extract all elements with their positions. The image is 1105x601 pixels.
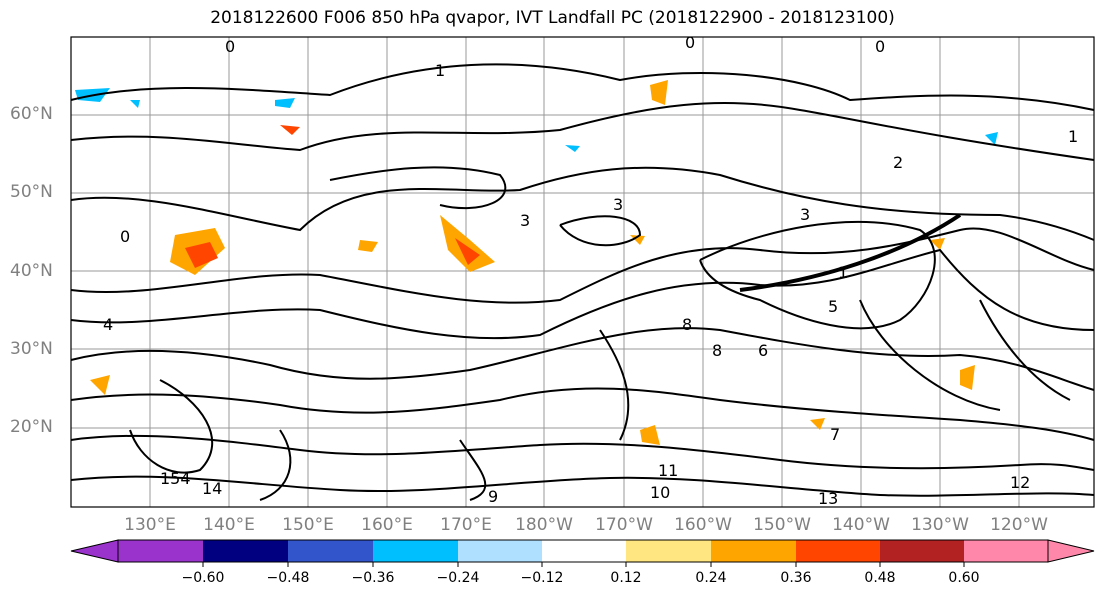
lon-label: 170°W (595, 515, 653, 535)
colorbar-tick-label: 0.36 (780, 570, 812, 586)
colorbar-tick-label: 0.24 (695, 570, 727, 586)
colorbar-swatch (373, 540, 458, 562)
map-title: 2018122600 F006 850 hPa qvapor, IVT Land… (210, 8, 895, 28)
colorbar-tick-label: −0.48 (266, 570, 310, 586)
contour-label: 12 (1010, 473, 1030, 492)
lon-label: 130°W (911, 515, 969, 535)
colorbar-tick-label: 0.12 (610, 570, 642, 586)
contour-label: 11 (658, 461, 678, 480)
lat-label: 40°N (10, 261, 53, 281)
colorbar-swatch (964, 540, 1048, 562)
colorbar-extend-high (1047, 539, 1095, 563)
contour-labels: 0 0 0 0 1 1 1 3 3 3 4 5 8 9 10 11 13 14 … (103, 33, 1078, 508)
lat-label: 60°N (10, 104, 53, 124)
map-border (70, 36, 1095, 508)
colorbar-outline (117, 539, 1049, 563)
contour-label: 9 (488, 487, 498, 506)
contour-label: 7 (830, 425, 840, 444)
contour-label: 14 (202, 479, 222, 498)
colorbar-tick-label: −0.36 (351, 570, 395, 586)
lon-label: 150°W (753, 515, 811, 535)
colorbar (70, 539, 1095, 567)
contour-label: 8 (682, 315, 692, 334)
colorbar-swatch (711, 540, 796, 562)
colorbar-tick-label: 0.48 (864, 570, 896, 586)
contour-label: 0 (120, 227, 130, 246)
colorbar-swatch (796, 540, 880, 562)
contour-label: 3 (520, 211, 530, 230)
lon-label: 140°W (832, 515, 890, 535)
colorbar-swatch (542, 540, 626, 562)
colorbar-tick-label: −0.12 (520, 570, 564, 586)
lat-label: 30°N (10, 339, 53, 359)
colorbar-extend-low (70, 539, 119, 563)
colorbar-tick-label: −0.60 (181, 570, 225, 586)
lon-label: 180°W (515, 515, 573, 535)
colorbar-swatch (203, 540, 288, 562)
lon-label: 130°E (124, 515, 176, 535)
contour-label: 10 (650, 483, 670, 502)
lon-label: 150°E (282, 515, 334, 535)
contour-label: 3 (613, 195, 623, 214)
lon-label: 140°E (203, 515, 255, 535)
contour-label: 1 (435, 61, 445, 80)
colorbar-tick-label: 0.60 (948, 570, 980, 586)
contour-label: 5 (828, 297, 838, 316)
contour-label: 1 (1068, 127, 1078, 146)
lon-label: 160°W (674, 515, 732, 535)
contour-label: 4 (103, 315, 113, 334)
contour-label: 154 (160, 469, 191, 488)
colorbar-tick-label: −0.24 (436, 570, 480, 586)
colorbar-swatch (288, 540, 373, 562)
contour-label: 0 (225, 37, 235, 56)
contour-label: 2 (893, 153, 903, 172)
lat-label: 50°N (10, 182, 53, 202)
colorbar-swatch (626, 540, 711, 562)
ivt-contours (70, 63, 1095, 501)
contour-label: 3 (800, 205, 810, 224)
contour-label: 0 (875, 37, 885, 56)
lon-label: 120°W (990, 515, 1048, 535)
colorbar-swatch (880, 540, 964, 562)
lon-label: 170°E (440, 515, 492, 535)
colorbar-swatch (118, 540, 203, 562)
contour-label: 6 (758, 341, 768, 360)
contour-label: 1 (838, 263, 848, 282)
contour-label: 8 (712, 341, 722, 360)
colorbar-swatch (458, 540, 542, 562)
contour-label: 0 (685, 33, 695, 52)
qvapor-shading (75, 80, 998, 445)
lat-label: 20°N (10, 417, 53, 437)
map-background (71, 37, 1094, 507)
contour-label: 13 (818, 489, 838, 508)
lon-label: 160°E (361, 515, 413, 535)
